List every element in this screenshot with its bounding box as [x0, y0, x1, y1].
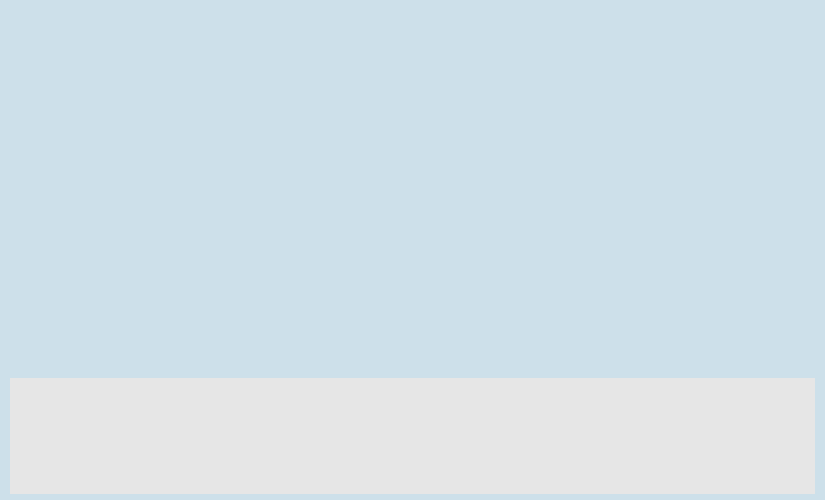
Circle shape: [214, 140, 224, 148]
Circle shape: [17, 24, 59, 61]
Text: (PLAATO) device. Two rows of anchors help secure the device in the left atrial a: (PLAATO) device. Two rows of anchors hel…: [20, 419, 621, 432]
Circle shape: [255, 183, 264, 192]
Ellipse shape: [581, 104, 738, 256]
Text: atrial side is to the right.: atrial side is to the right.: [20, 446, 171, 459]
Text: A: A: [33, 35, 44, 50]
Circle shape: [295, 226, 304, 235]
Polygon shape: [123, 42, 392, 332]
Text: Percutaneous Left Atrial Appendage Transcatheter Occlusion: Percutaneous Left Atrial Appendage Trans…: [238, 392, 614, 404]
Text: Watchman occlusion device. Small barbs on the extensions of the nitinol: Watchman occlusion device. Small barbs o…: [196, 446, 645, 459]
Circle shape: [756, 176, 780, 198]
Ellipse shape: [380, 174, 396, 200]
Text: 160 μm PET fabric: 160 μm PET fabric: [639, 312, 753, 325]
Text: (A): (A): [214, 392, 238, 404]
Text: Nitinol frame: Nitinol frame: [588, 24, 726, 64]
Circle shape: [335, 183, 345, 192]
Ellipse shape: [79, 173, 93, 202]
Ellipse shape: [504, 42, 791, 332]
Text: (B): (B): [171, 446, 196, 459]
Text: Expanded
polytetrafluoro-ethylene: Expanded polytetrafluoro-ethylene: [26, 78, 162, 101]
Text: B: B: [439, 28, 450, 42]
Text: Barbs: Barbs: [544, 274, 578, 287]
Text: Figure 1. Occlusion devices.: Figure 1. Occlusion devices.: [20, 392, 214, 404]
Circle shape: [424, 16, 465, 54]
Text: Anchors: Anchors: [226, 322, 276, 334]
Ellipse shape: [84, 169, 112, 205]
Text: frame help secure the device in the left atrial appendage. The left atrial side : frame help secure the device in the left…: [20, 474, 579, 486]
